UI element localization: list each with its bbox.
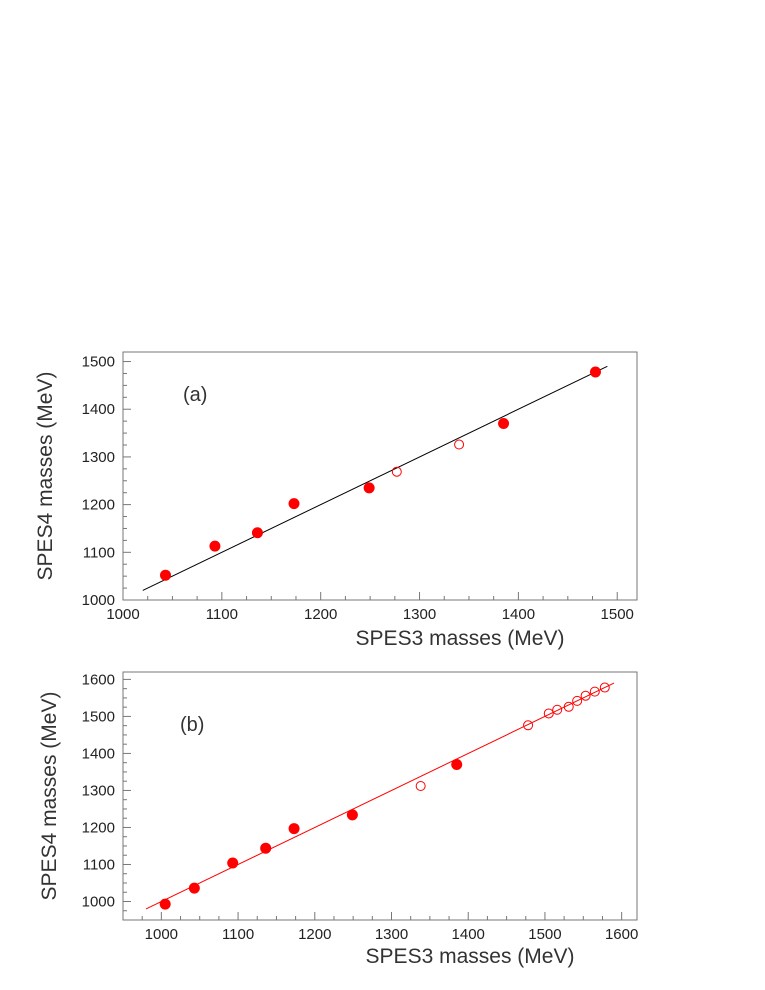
plot-frame-b	[122, 671, 638, 921]
data-point-filled	[188, 882, 200, 894]
axis-ticks-a: 1000 1100 1200 1300 1400 1500 1000 1100 1200 1300…	[82, 354, 634, 623]
y-tick-label: 1400	[82, 401, 115, 418]
data-point-open	[523, 720, 534, 731]
x-tick-label: 1400	[452, 926, 485, 943]
data-point-open	[580, 690, 591, 701]
x-tick-label: 1200	[298, 926, 331, 943]
data-points-b	[159, 682, 610, 910]
x-tick-label: 1100	[222, 926, 254, 943]
chart-b: 1000 1100 1200 1300 1400 1500 1600 1000 1100 1200…	[38, 671, 638, 968]
y-tick-label: 1300	[82, 782, 115, 799]
y-tick-label: 1000	[82, 893, 115, 910]
y-tick-label: 1200	[82, 819, 115, 836]
y-tick-label: 1300	[82, 449, 115, 466]
data-point-open	[589, 686, 600, 697]
data-point-filled	[160, 569, 172, 581]
fit-line	[142, 365, 608, 591]
y-tick-label: 1500	[82, 354, 115, 371]
y-tick-label: 1100	[83, 544, 115, 561]
y-tick-label: 1600	[82, 671, 115, 688]
data-point-filled	[159, 898, 171, 910]
data-point-filled	[346, 809, 358, 821]
x-tick-label: 1000	[106, 606, 139, 623]
data-point-filled	[251, 527, 263, 539]
data-point-open	[415, 781, 426, 792]
panel-label-a: (a)	[183, 384, 207, 406]
chart-a: 1000 1100 1200 1300 1400 1500 1000 1100 1200 1300…	[34, 351, 638, 650]
fit-line	[145, 682, 615, 910]
plot-frame-a	[122, 351, 638, 601]
y-axis-label-a: SPES4 masses (MeV)	[34, 372, 57, 581]
y-axis-label-b: SPES4 masses (MeV)	[38, 692, 61, 901]
fit-line-group-b	[145, 682, 615, 910]
y-tick-label: 1000	[82, 592, 115, 609]
data-point-filled	[260, 842, 272, 854]
x-axis-label-a: SPES3 masses (MeV)	[356, 627, 565, 650]
data-point-open	[572, 695, 583, 706]
data-points-a	[160, 366, 601, 581]
data-point-filled	[227, 857, 239, 869]
data-point-open	[552, 704, 563, 715]
y-tick-label: 1500	[82, 708, 115, 725]
data-point-open	[563, 701, 574, 712]
x-tick-label: 1000	[145, 926, 178, 943]
data-point-filled	[451, 759, 463, 771]
x-axis-label-b: SPES3 masses (MeV)	[366, 945, 575, 968]
y-tick-label: 1400	[82, 745, 115, 762]
data-point-filled	[288, 823, 300, 835]
data-point-open	[543, 708, 554, 719]
data-point-open	[599, 682, 610, 693]
x-tick-label: 1100	[206, 606, 238, 623]
data-point-open	[454, 439, 465, 450]
fit-line-group-a	[142, 365, 608, 591]
x-tick-label: 1600	[605, 926, 638, 943]
data-point-filled	[288, 498, 300, 510]
x-tick-label: 1500	[601, 606, 634, 623]
y-tick-label: 1100	[83, 856, 115, 873]
panel-label-b: (b)	[180, 714, 204, 736]
data-point-filled	[209, 540, 221, 552]
x-tick-label: 1400	[502, 606, 535, 623]
axis-ticks-b: 1000 1100 1200 1300 1400 1500 1600 1000 1100 1200…	[82, 671, 639, 943]
data-point-open	[391, 466, 402, 477]
x-tick-label: 1300	[375, 926, 408, 943]
data-point-filled	[498, 418, 510, 430]
x-tick-label: 1300	[403, 606, 436, 623]
y-tick-label: 1200	[82, 497, 115, 514]
data-point-filled	[589, 366, 601, 378]
data-point-filled	[363, 482, 375, 494]
x-tick-label: 1200	[304, 606, 337, 623]
x-tick-label: 1500	[528, 926, 561, 943]
